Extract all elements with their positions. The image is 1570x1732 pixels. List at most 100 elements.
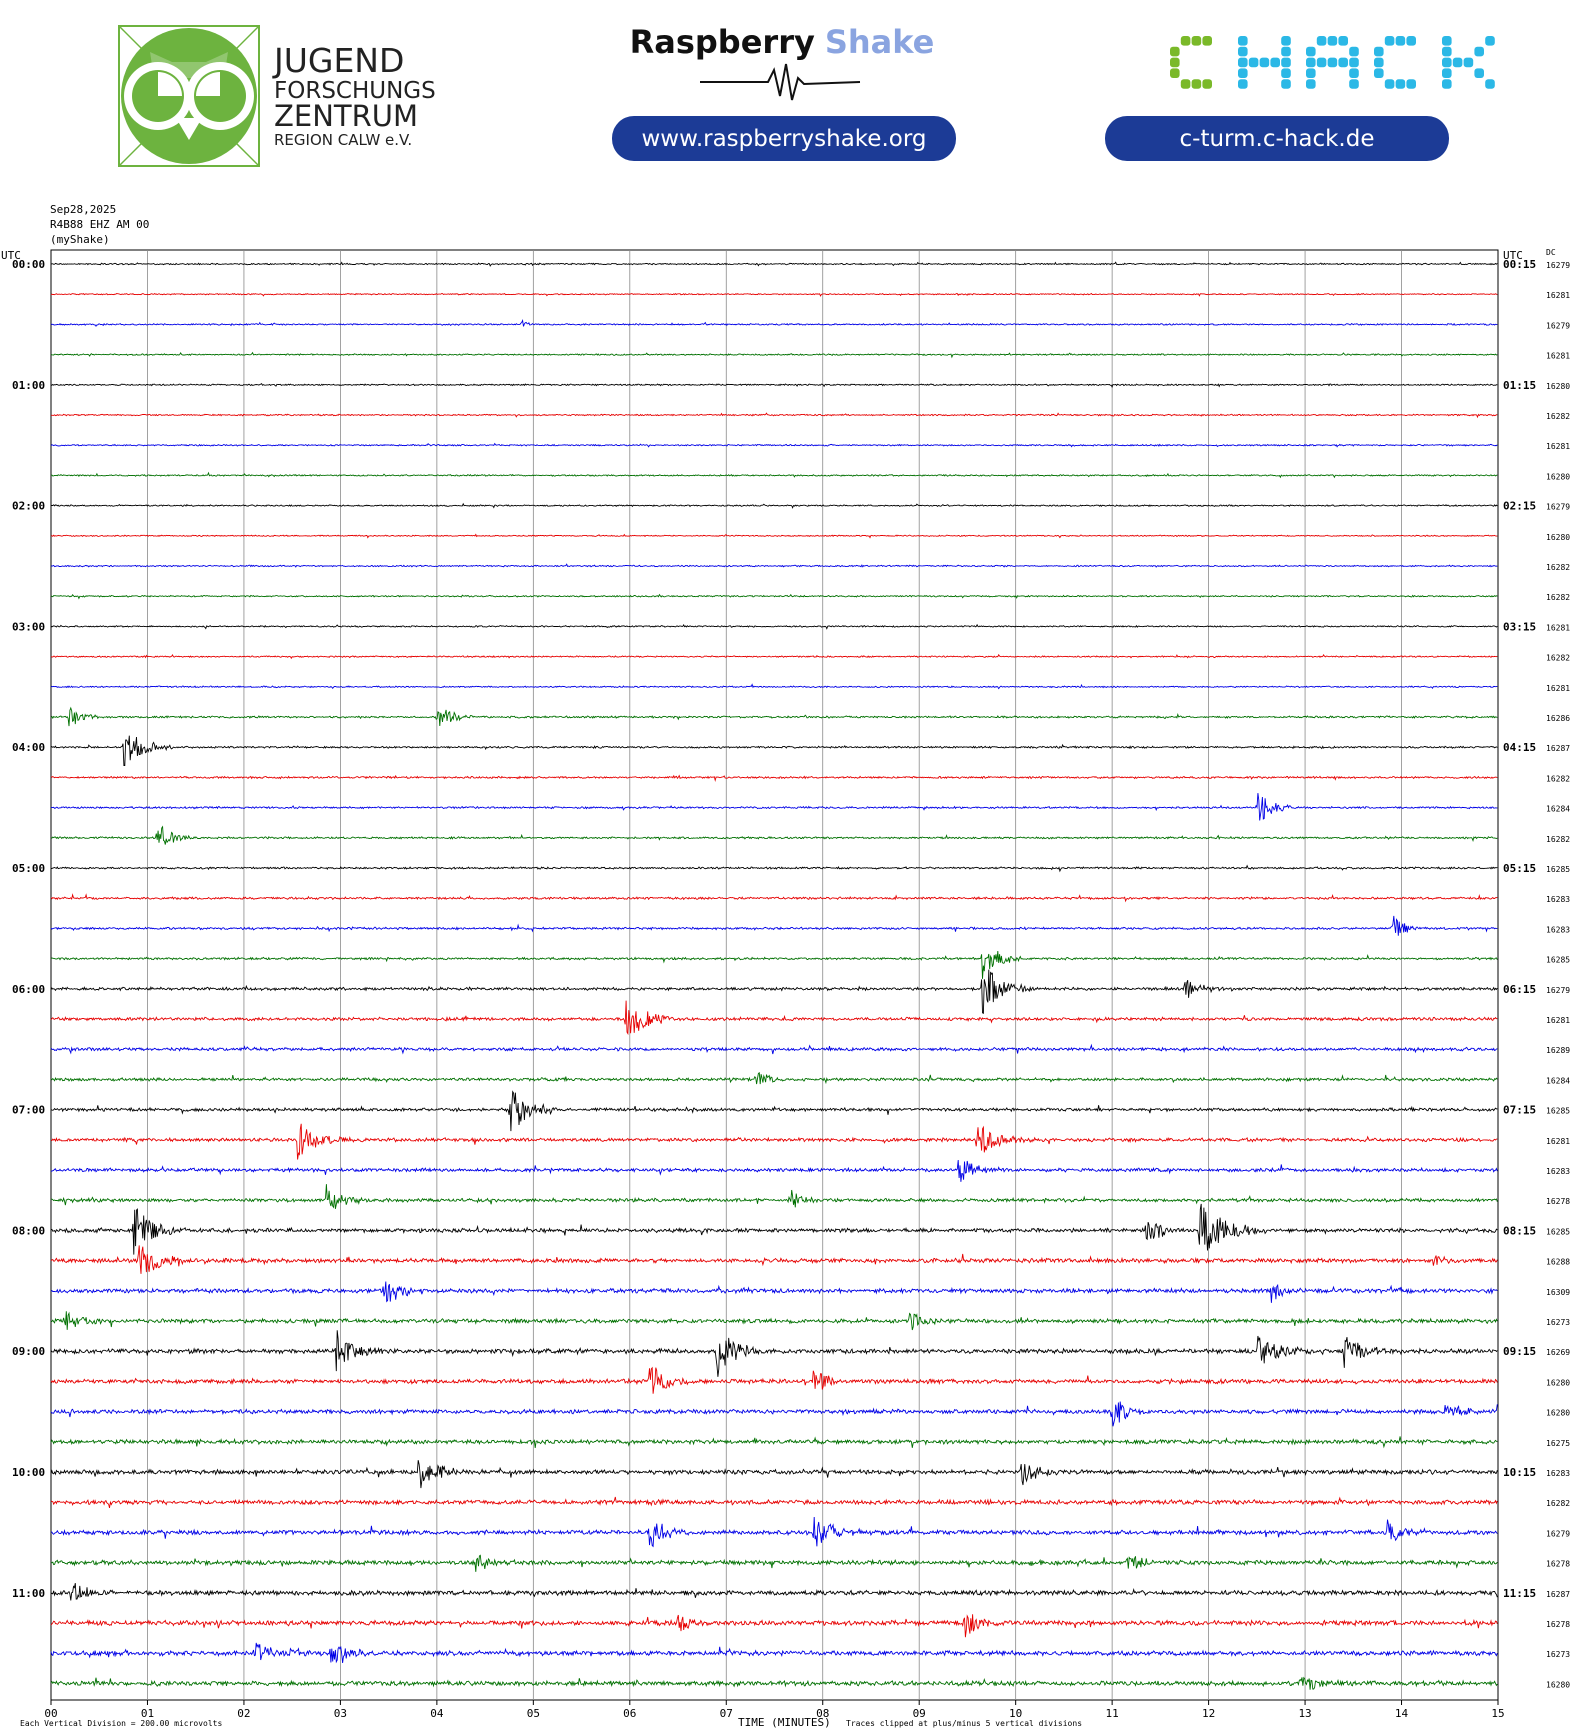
dc-value: 16281 [1546, 442, 1570, 451]
dc-value: 16283 [1546, 925, 1570, 934]
raspberry-title-part2: Shake [825, 23, 935, 61]
x-tick-label: 14 [1395, 1707, 1409, 1720]
chack-dot [1406, 79, 1416, 89]
hour-label-right: 07:15 [1503, 1104, 1536, 1117]
hour-label-right: 01:15 [1503, 379, 1536, 392]
x-tick-label: 08 [816, 1707, 829, 1720]
chart-date: Sep28,2025 [50, 203, 116, 216]
hour-label-right: 09:15 [1503, 1345, 1536, 1358]
trace-line-9 [50, 533, 1498, 539]
chack-dot [1281, 68, 1291, 78]
trace-line-35 [50, 1311, 1498, 1331]
x-tick-label: 06 [623, 1707, 636, 1720]
dc-value: 16288 [1546, 1258, 1570, 1267]
chack-dot [1281, 57, 1291, 68]
chack-dot [1485, 36, 1495, 46]
chack-dot [1170, 68, 1180, 78]
chack-logo [1170, 36, 1495, 89]
trace-line-41 [50, 1496, 1498, 1509]
x-tick-label: 12 [1202, 1707, 1215, 1720]
hour-label-right: 02:15 [1503, 500, 1536, 513]
raspberry-url[interactable]: www.raspberryshake.org [642, 126, 927, 152]
hour-label-left: 05:00 [12, 862, 45, 875]
raspberry-shake-title: Raspberry Shake [630, 23, 935, 61]
trace-line-39 [50, 1436, 1498, 1449]
dc-value: 16282 [1546, 774, 1570, 783]
dc-value: 16280 [1546, 472, 1570, 481]
trace-line-46 [50, 1642, 1498, 1664]
dc-value: 16279 [1546, 503, 1570, 512]
chack-dot [1327, 57, 1338, 68]
chack-dot [1395, 79, 1406, 89]
x-tick-label: 01 [141, 1707, 154, 1720]
trace-line-1 [50, 292, 1498, 297]
trace-line-34 [50, 1281, 1498, 1303]
trace-line-26 [50, 1043, 1498, 1055]
hour-label-left: 03:00 [12, 620, 45, 633]
chack-dot [1395, 36, 1406, 46]
trace-line-29 [50, 1123, 1498, 1160]
chack-letter-k [1442, 36, 1495, 89]
trace-line-11 [50, 593, 1498, 600]
trace-line-22 [50, 915, 1498, 936]
chack-letter-a [1306, 36, 1359, 89]
x-tick-label: 11 [1106, 1707, 1119, 1720]
dc-value: 16282 [1546, 412, 1570, 421]
trace-line-33 [50, 1245, 1498, 1274]
jfz-line4: REGION CALW e.V. [274, 131, 412, 149]
dc-value: 16273 [1546, 1650, 1570, 1659]
dc-value: 16281 [1546, 291, 1570, 300]
plot-frame [50, 249, 1499, 1701]
trace-line-25 [50, 1000, 1498, 1036]
raspberry-url-pill[interactable]: www.raspberryshake.org [612, 116, 956, 161]
dc-value: 16286 [1546, 714, 1570, 723]
x-tick-label: 10 [1009, 1707, 1022, 1720]
trace-line-8 [50, 502, 1498, 509]
trace-line-24 [50, 969, 1498, 1015]
dc-value: 16282 [1546, 563, 1570, 572]
dc-value: 16280 [1546, 1680, 1570, 1689]
dc-value: 16281 [1546, 623, 1570, 632]
dc-value: 16273 [1546, 1318, 1570, 1327]
chack-dot [1180, 79, 1191, 89]
trace-line-43 [50, 1554, 1498, 1572]
jfz-line2: FORSCHUNGS [274, 78, 436, 104]
traces-layer [50, 261, 1498, 1690]
dc-value: 16278 [1546, 1620, 1570, 1629]
chack-dot [1281, 36, 1291, 46]
trace-line-21 [50, 893, 1498, 903]
chack-dot [1170, 57, 1180, 68]
dc-label: DC [1546, 248, 1556, 257]
chart-network: (myShake) [50, 233, 110, 246]
chack-letter-c [1170, 36, 1212, 89]
dc-value: 16282 [1546, 1499, 1570, 1508]
trace-line-19 [50, 825, 1498, 845]
chack-url-pill[interactable]: c-turm.c-hack.de [1105, 116, 1449, 161]
trace-line-42 [50, 1516, 1498, 1548]
trace-line-32 [50, 1203, 1498, 1255]
x-tick-label: 02 [237, 1707, 250, 1720]
dc-value: 16287 [1546, 1590, 1570, 1599]
trace-line-15 [50, 706, 1498, 727]
chack-dot [1474, 68, 1484, 78]
trace-line-17 [50, 774, 1498, 783]
raspberry-title-part1: Raspberry [630, 23, 815, 61]
chack-dot [1270, 57, 1280, 68]
chack-url[interactable]: c-turm.c-hack.de [1180, 126, 1375, 152]
trace-line-16 [50, 735, 1498, 766]
chack-dot [1485, 79, 1495, 89]
plot-area [50, 249, 1499, 1705]
chack-dot [1384, 79, 1395, 89]
trace-line-38 [50, 1401, 1498, 1427]
x-axis-label: TIME (MINUTES) [738, 1716, 831, 1729]
chack-dot [1349, 57, 1359, 68]
chack-dot [1238, 36, 1248, 46]
dc-value: 16280 [1546, 382, 1570, 391]
trace-line-7 [51, 471, 1498, 479]
trace-line-14 [50, 683, 1498, 690]
hour-label-right: 10:15 [1503, 1466, 1536, 1479]
dc-value: 16282 [1546, 654, 1570, 663]
dc-value: 16281 [1546, 1016, 1570, 1025]
trace-line-36 [50, 1330, 1498, 1377]
